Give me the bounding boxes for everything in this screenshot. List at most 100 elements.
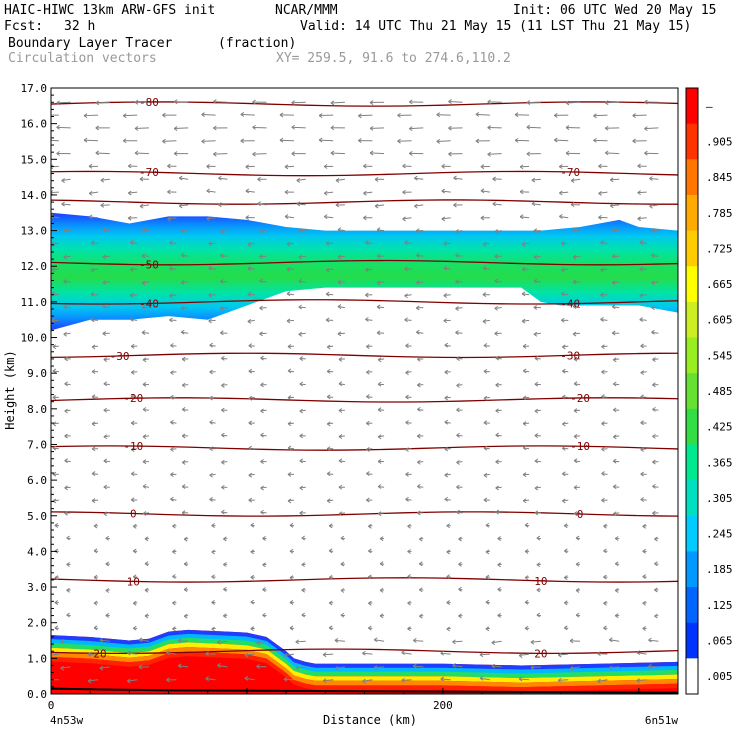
vector-arrow-head [572,304,577,308]
colorbar-label: .005 [706,670,733,683]
y-axis-title: Height (km) [3,350,17,429]
vector-arrow-head [524,625,529,629]
vector-arrow-head [637,218,641,222]
vector-arrow-head [298,254,303,258]
vector-arrow-head [377,486,382,489]
vector-arrow-head [138,637,143,641]
vector-arrow [649,178,659,180]
vector-arrow-head [600,269,604,273]
vector-arrow-head [369,102,374,105]
vector-arrow-head [180,329,185,333]
vector-arrow [455,307,463,310]
vector-arrow-head [64,460,68,464]
vector-arrow-head [640,447,644,451]
vector-arrow-head [88,216,93,220]
vector-arrow-head [600,294,604,298]
vector-arrow-head [614,613,619,617]
vector-arrow [178,665,189,668]
vector-arrow-head [132,576,137,580]
vector-arrow [123,114,138,117]
vector-arrow-head [521,291,526,295]
vector-arrow-head [129,292,134,296]
vector-arrow-head [334,665,339,669]
vector-arrow-head [640,343,644,347]
vector-arrow [130,294,138,296]
vector-arrow-head [480,166,485,170]
vector-arrow-head [103,381,108,385]
vector-arrow-head [206,188,210,192]
vector-arrow-head [562,344,566,348]
vector-arrow-head [560,241,565,244]
vector-arrow-head [405,372,409,376]
vector-arrow-head [130,394,135,398]
vector-arrow-head [405,396,409,400]
vector-arrow-head [260,357,264,361]
vector-arrow-head [257,178,261,182]
vector-arrow-head [452,639,456,643]
vector-arrow-head [652,433,656,437]
vector-arrow-head [651,307,655,311]
vector-arrow-head [130,422,135,426]
vector-arrow-head [611,282,616,286]
colorbar-label: .665 [706,278,733,291]
vector-arrow-head [453,175,457,179]
vector-arrow-head [600,292,604,296]
vector-arrow-head [609,205,614,209]
vector-arrow-head [91,394,96,398]
vector-arrow-head [289,550,294,554]
vector-arrow-head [206,216,210,220]
vector-arrow-head [127,192,132,196]
vector-arrow-head [455,308,459,312]
vector-arrow-head [534,357,539,361]
vector-arrow-head [127,217,132,221]
vector-arrow-head [482,321,487,324]
vector-arrow-head [240,114,245,117]
vector-arrow [291,126,306,129]
vector-arrow-head [573,381,578,385]
vector-arrow-head [366,394,370,397]
vector-arrow-head [448,127,452,131]
vector-arrow-head [612,407,617,411]
contour-label: -20 [123,392,143,405]
vector-arrow-head [326,394,331,398]
vector-arrow-head [169,242,173,246]
lower-tracer-band [51,637,678,679]
vector-arrow-head [640,372,644,376]
forecast-hour: 32 h [64,19,96,34]
vector-arrow-head [301,535,306,539]
vector-arrow-head [485,524,490,528]
vector-arrow-head [441,190,446,194]
vector-arrow [295,666,306,669]
vector-arrow-head [326,498,331,502]
vector-arrow-head [614,538,619,541]
contour-label: -40 [560,298,580,311]
vector-arrow-head [178,203,183,207]
vector-arrow-head [514,112,519,116]
circulation-vectors [51,99,659,684]
vector-arrow-head [295,665,300,669]
vector-arrow [240,113,255,116]
vector-arrow-head [301,562,306,566]
vector-arrow-head [405,343,409,347]
vector-arrow-head [654,587,658,591]
vector-arrow-head [632,140,636,144]
vector-arrow-head [458,561,462,565]
vector-arrow-head [569,638,574,642]
vector-arrow-head [404,317,408,321]
vector-arrow-head [358,140,362,143]
vector-arrow-head [494,229,498,232]
vector-arrow-head [443,318,447,322]
vector-arrow-head [88,165,93,169]
vector-arrow-head [284,214,289,217]
vector-arrow-head [494,255,498,259]
vector-arrow-head [518,655,523,658]
vector-arrow-head [326,346,331,350]
vector-arrow-head [142,513,147,516]
vector-arrow-head [256,664,260,667]
vector-arrow-head [103,359,108,363]
vector-arrow-head [407,574,411,577]
vector-arrow-head [127,680,131,684]
vector-arrow-head [416,329,420,333]
vector-arrow-head [99,637,104,641]
vector-arrow-head [603,525,607,529]
